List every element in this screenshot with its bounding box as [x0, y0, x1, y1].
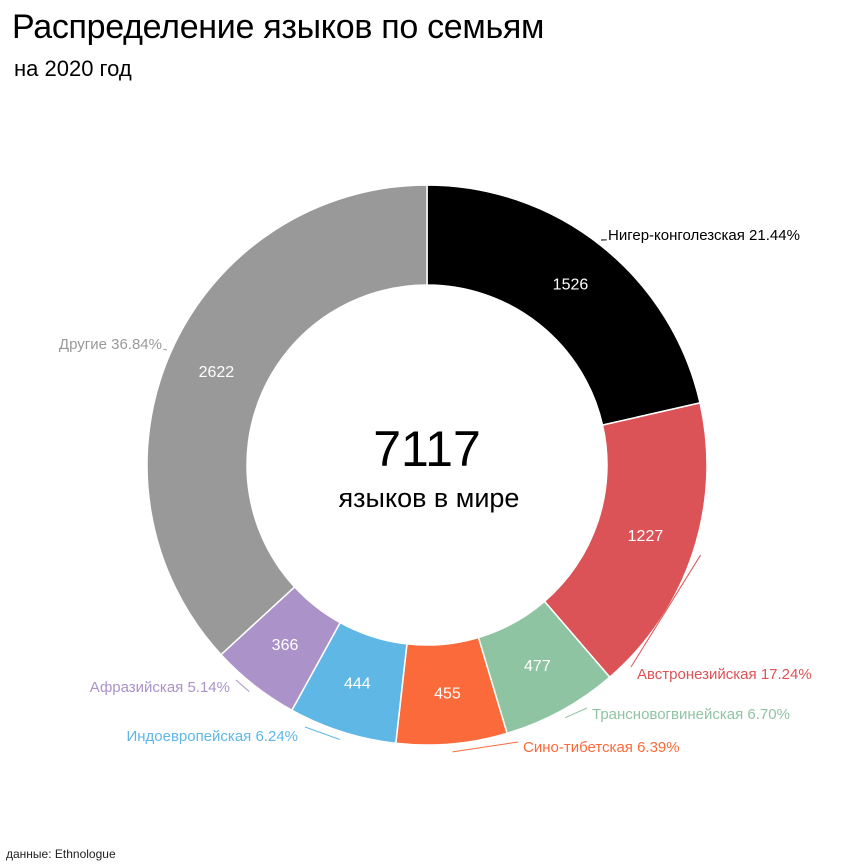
center-caption: языков в мире [339, 483, 520, 513]
slice-7 [146, 184, 428, 656]
source-note: данные: Ethnologue [6, 847, 116, 861]
slice-value-1: 1526 [553, 276, 589, 293]
chart-subtitle: на 2020 год [14, 56, 132, 81]
slice-labels: Нигер-конголезская 21.44% Австронезийская… [59, 227, 812, 756]
connector-3 [565, 707, 588, 719]
slice-label-2: Австронезийская 17.24% [637, 666, 812, 683]
label-connectors [163, 239, 701, 753]
slice-1 [426, 184, 701, 426]
slice-value-3: 477 [524, 658, 551, 675]
slice-value-4: 455 [434, 685, 461, 702]
slice-value-7: 2622 [199, 364, 235, 381]
slice-value-5: 444 [344, 675, 371, 692]
slice-label-1: Нигер-конголезская 21.44% [608, 227, 800, 244]
chart-title: Распределение языков по семьям [12, 8, 545, 46]
slice-values: 1526 1227 477 455 444 366 2622 [199, 276, 664, 702]
connector-2 [630, 554, 701, 668]
connector-7 [163, 348, 168, 351]
slice-label-4: Сино-тибетская 6.39% [523, 739, 680, 756]
center-total: 7117 [373, 421, 481, 477]
slice-label-6: Афразийская 5.14% [90, 679, 230, 696]
slice-value-6: 366 [272, 637, 299, 654]
slice-label-7: Другие 36.84% [59, 336, 162, 353]
donut-slices [146, 184, 708, 746]
slice-label-5: Индоевропейская 6.24% [126, 728, 298, 745]
slice-label-3: Трансновогвинейская 6.70% [592, 706, 790, 723]
connector-5 [304, 726, 340, 740]
connector-4 [452, 741, 519, 753]
slice-value-2: 1227 [628, 528, 664, 545]
connector-6 [235, 679, 250, 692]
